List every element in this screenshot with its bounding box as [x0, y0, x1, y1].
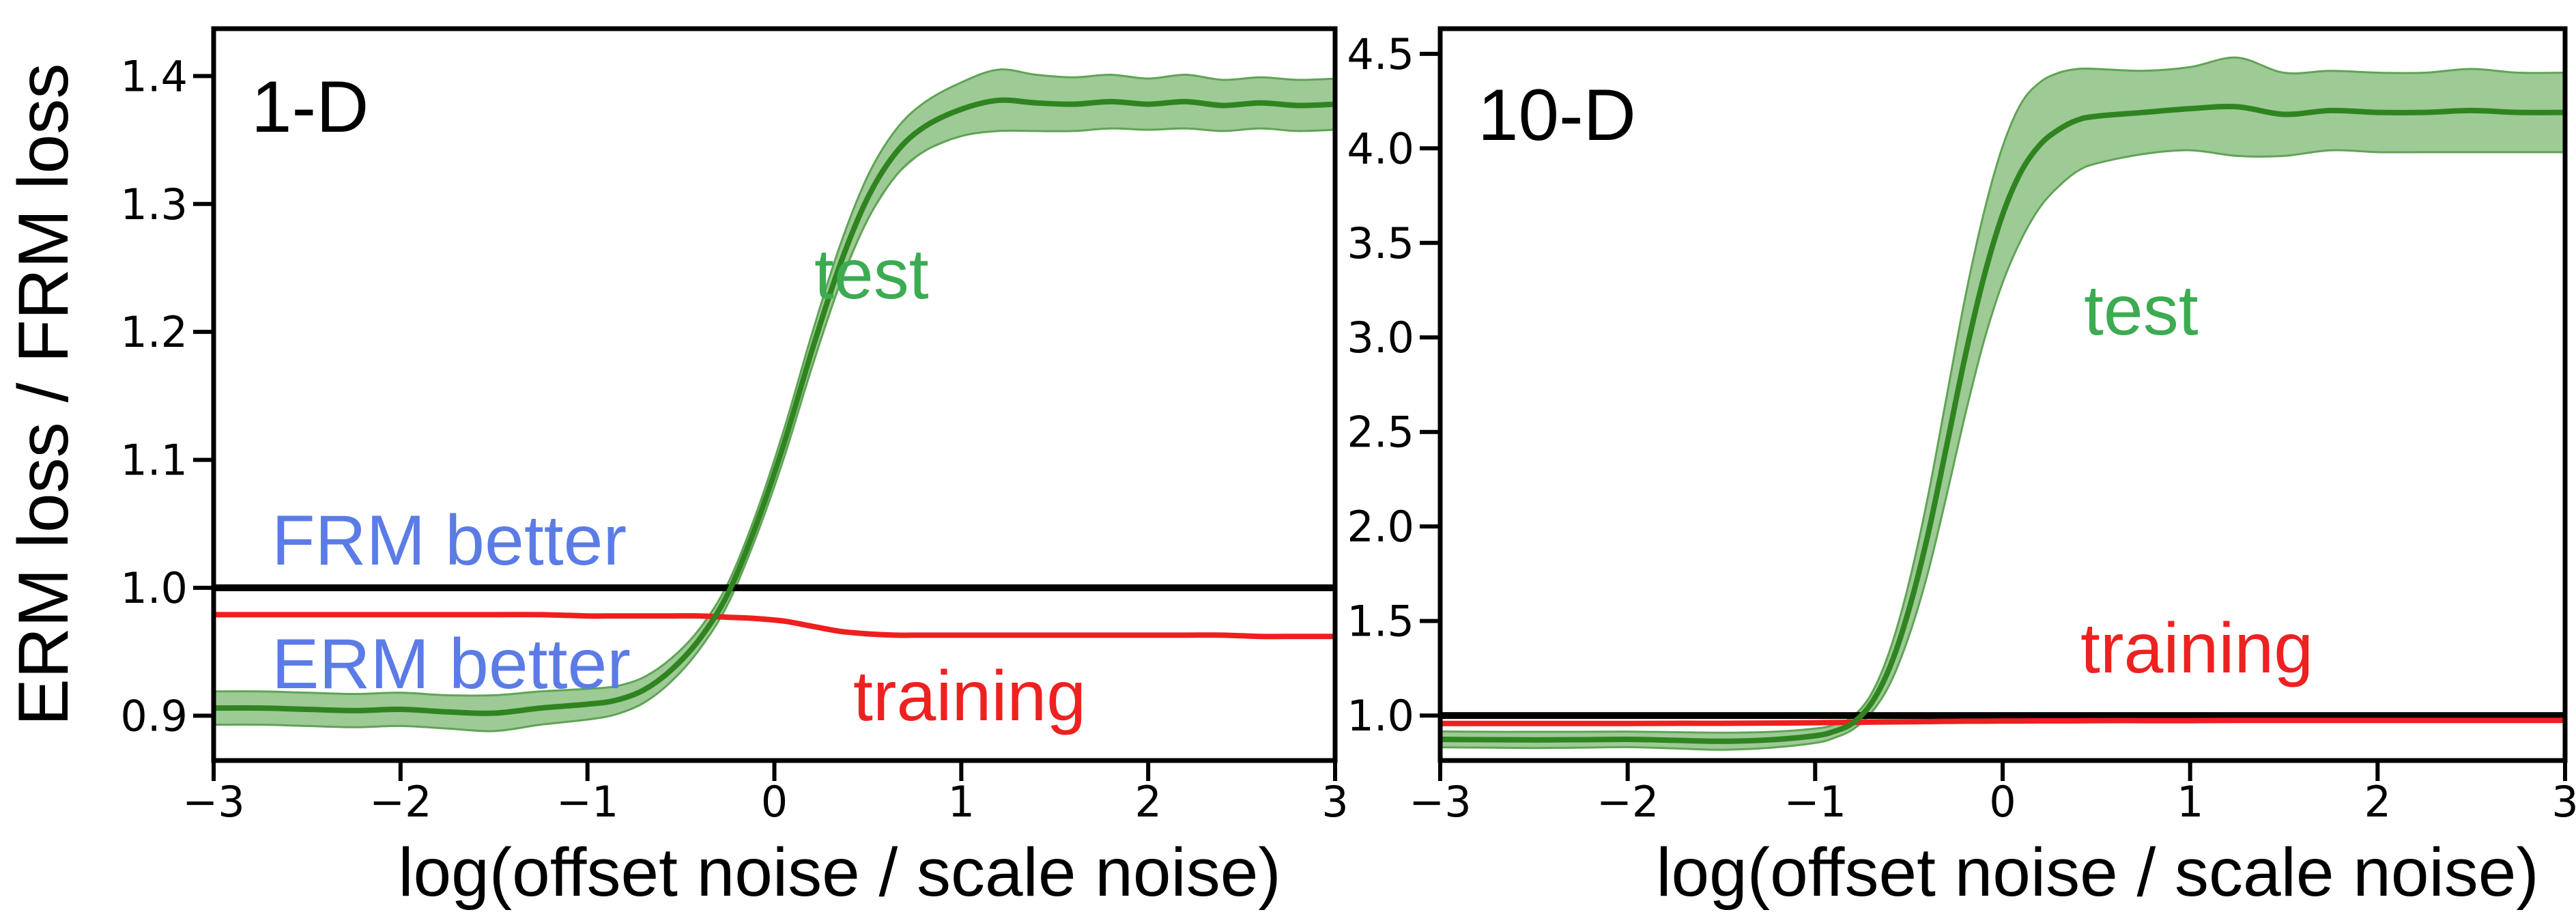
- panel-1-d-x-tick-label: −3: [182, 777, 244, 827]
- panel-1-d-test-label: test: [814, 235, 929, 314]
- panel-10-d-y-tick-label: 1.5: [1347, 597, 1414, 647]
- panel-1-d-x-tick-label: 3: [1321, 777, 1348, 827]
- panel-1-d-test-band-upper-edge: [214, 68, 1335, 697]
- panel-1-d-test-band-lower-edge: [214, 127, 1335, 733]
- panel-10-d-x-tick-label: 3: [2551, 777, 2576, 827]
- panel-1-d-y-tick-label: 0.9: [120, 691, 188, 741]
- panel-10-d-test-band-lower-edge: [1440, 149, 2565, 751]
- panel-10-d-y-tick-label: 1.0: [1347, 691, 1414, 741]
- panel-1-d-erm-better-label: ERM better: [272, 625, 631, 704]
- panel-10-d-x-tick-label: 1: [2177, 777, 2203, 827]
- panel-1-d-x-tick-label: 2: [1134, 777, 1161, 827]
- panel-10-d-test-line: [1440, 104, 2565, 744]
- panel-10-d-y-tick-label: 2.0: [1347, 502, 1414, 552]
- panel-10-d-test-label: test: [2084, 271, 2199, 350]
- panel-10-d-y-tick-label: 4.5: [1347, 29, 1414, 79]
- panel-10-d-x-tick-label: −1: [1784, 777, 1846, 827]
- panel-1-d-x-tick-label: 0: [761, 777, 788, 827]
- panel-1-d-frm-better-label: FRM better: [272, 501, 627, 580]
- panel-10-d-y-tick-label: 3.0: [1347, 313, 1414, 363]
- panel-1-d-y-tick-label: 1.4: [120, 51, 188, 101]
- panel-1-d-y-tick-label: 1.3: [120, 180, 188, 229]
- panel-1-d-training-line: [214, 612, 1335, 640]
- panel-10-d-test-band-upper-edge: [1440, 56, 2565, 734]
- y-axis-label: ERM loss / FRM loss: [4, 63, 83, 726]
- x-axis-label-right: log(offset noise / scale noise): [1656, 834, 2539, 911]
- panel-10-d-panel-title: 10-D: [1478, 74, 1636, 156]
- panel-10-d-y-tick-label: 2.5: [1347, 408, 1414, 457]
- panel-10-d-test-band: [1440, 57, 2565, 750]
- panel-1-d-y-tick-label: 1.1: [120, 436, 188, 485]
- panel-1-d-x-tick-label: −1: [556, 777, 618, 827]
- panel-1-d-training-label: training: [853, 657, 1086, 736]
- panel-10-d-x-tick-label: −3: [1409, 777, 1471, 827]
- panel-1-d-y-tick-label: 1.2: [120, 307, 188, 357]
- panel-10-d-y-tick-label: 4.0: [1347, 124, 1414, 173]
- panel-10-d-x-tick-label: −2: [1597, 777, 1659, 827]
- panel-10-d-x-tick-label: 0: [1989, 777, 2016, 827]
- panel-10-d-y-tick-label: 3.5: [1347, 218, 1414, 268]
- panel-1-d-x-tick-label: 1: [948, 777, 975, 827]
- panel-10-d-plot-box: [1437, 26, 2568, 763]
- panel-10-d-x-tick-label: 2: [2364, 777, 2391, 827]
- panel-10-d-training-line: [1440, 718, 2565, 726]
- panel-10-d-training-label: training: [2080, 609, 2313, 688]
- panel-1-d-test-line: [214, 97, 1335, 716]
- panel-1-d-panel-title: 1-D: [251, 66, 369, 147]
- panel-1-d-x-tick-label: −2: [369, 777, 431, 827]
- panel-1-d-plot-box: [211, 26, 1338, 763]
- panel-1-d-y-tick-label: 1.0: [120, 563, 188, 613]
- x-axis-label-left: log(offset noise / scale noise): [398, 834, 1281, 911]
